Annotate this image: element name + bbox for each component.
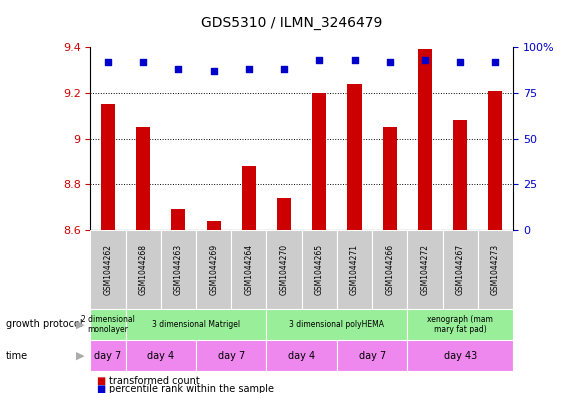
Text: day 43: day 43 [444,351,477,361]
Bar [231,230,266,309]
Bar [478,230,513,309]
Bar [337,230,372,309]
Text: GSM1044270: GSM1044270 [280,244,289,295]
Bar [453,120,467,230]
Bar [101,104,115,230]
Text: GSM1044272: GSM1044272 [420,244,430,295]
Bar [337,340,408,371]
Point [385,59,395,65]
Text: xenograph (mam
mary fat pad): xenograph (mam mary fat pad) [427,314,493,334]
Bar [312,93,326,230]
Bar [171,209,185,230]
Text: ■: ■ [96,376,106,386]
Bar [372,230,408,309]
Text: GSM1044271: GSM1044271 [350,244,359,295]
Point [139,59,148,65]
Bar [136,127,150,230]
Bar [302,230,337,309]
Text: GSM1044265: GSM1044265 [315,244,324,295]
Text: day 4: day 4 [288,351,315,361]
Bar [277,198,291,230]
Text: percentile rank within the sample: percentile rank within the sample [109,384,274,393]
Bar [489,90,503,230]
Bar [90,309,125,340]
Text: GDS5310 / ILMN_3246479: GDS5310 / ILMN_3246479 [201,16,382,30]
Point [174,66,183,72]
Text: GSM1044267: GSM1044267 [456,244,465,295]
Text: GSM1044266: GSM1044266 [385,244,394,295]
Bar [90,340,125,371]
Text: GSM1044268: GSM1044268 [139,244,147,295]
Text: GSM1044264: GSM1044264 [244,244,254,295]
Bar [418,50,432,230]
Bar [125,340,196,371]
Text: day 7: day 7 [359,351,386,361]
Bar [266,230,302,309]
Point [103,59,113,65]
Text: time: time [6,351,28,361]
Text: transformed count: transformed count [109,376,200,386]
Point [315,57,324,63]
Bar [90,230,125,309]
Bar [347,84,361,230]
Text: ▶: ▶ [76,351,85,361]
Bar [196,230,231,309]
Text: day 7: day 7 [217,351,245,361]
Text: GSM1044273: GSM1044273 [491,244,500,295]
Point [350,57,359,63]
Bar [196,340,266,371]
Text: GSM1044263: GSM1044263 [174,244,183,295]
Text: day 4: day 4 [147,351,174,361]
Bar [408,230,442,309]
Text: 2 dimensional
monolayer: 2 dimensional monolayer [81,314,135,334]
Text: ■: ■ [96,384,106,393]
Text: GSM1044269: GSM1044269 [209,244,218,295]
Point [244,66,254,72]
Bar [242,166,256,230]
Point [491,59,500,65]
Bar [266,309,408,340]
Text: 3 dimensional Matrigel: 3 dimensional Matrigel [152,320,240,329]
Bar [125,230,161,309]
Bar [408,340,513,371]
Bar [266,340,337,371]
Bar [442,230,478,309]
Bar [408,309,513,340]
Point [455,59,465,65]
Bar [206,221,221,230]
Text: day 7: day 7 [94,351,122,361]
Bar [125,309,266,340]
Text: 3 dimensional polyHEMA: 3 dimensional polyHEMA [289,320,384,329]
Point [420,57,430,63]
Bar [161,230,196,309]
Text: ▶: ▶ [76,319,85,329]
Point [279,66,289,72]
Text: GSM1044262: GSM1044262 [103,244,113,295]
Text: growth protocol: growth protocol [6,319,82,329]
Point [209,68,218,74]
Bar [382,127,397,230]
